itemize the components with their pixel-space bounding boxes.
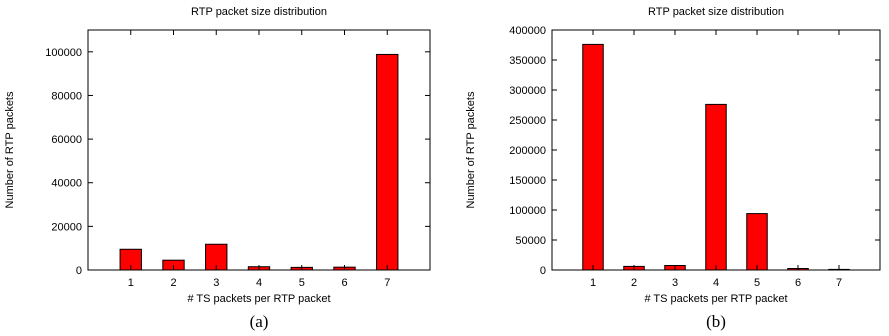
x-tick-label: 4 — [256, 277, 262, 289]
y-tick-label: 300000 — [509, 85, 546, 97]
y-axis-label: Number of RTP packets — [4, 91, 16, 208]
y-tick-label: 20000 — [51, 221, 82, 233]
chart-a: RTP packet size distribution 0 20000 40000 6… — [4, 6, 431, 331]
y-tick-label: 250000 — [509, 115, 546, 127]
y-tick-label: 100000 — [509, 205, 546, 217]
x-axis-label: # TS packets per RTP packet — [644, 293, 787, 305]
y-tick-label: 40000 — [51, 178, 82, 190]
y-tick-label: 350000 — [509, 55, 546, 67]
chart-title: RTP packet size distribution — [191, 6, 327, 18]
x-tick-label: 7 — [836, 277, 842, 289]
x-tick-label: 7 — [384, 277, 390, 289]
bar-4 — [705, 103, 727, 271]
x-tick-label: 1 — [590, 277, 596, 289]
y-tick-label: 400000 — [509, 25, 546, 37]
figure-caption: (b) — [706, 312, 726, 331]
x-tick-label: 2 — [170, 277, 176, 289]
x-tick-label: 5 — [754, 277, 760, 289]
x-tick-label: 2 — [631, 277, 637, 289]
chart-title: RTP packet size distribution — [648, 6, 784, 18]
x-tick-label: 6 — [795, 277, 801, 289]
y-tick-label: 0 — [76, 265, 82, 277]
x-tick-label: 1 — [128, 277, 134, 289]
x-tick-label: 6 — [341, 277, 347, 289]
y-tick-label: 0 — [540, 265, 546, 277]
chart-b: RTP packet size distribution 0 50000 100000… — [465, 6, 881, 331]
bar-7 — [376, 53, 399, 271]
x-axis-label: # TS packets per RTP packet — [187, 293, 330, 305]
y-axis-label: Number of RTP packets — [465, 91, 477, 208]
x-tick-label: 5 — [299, 277, 305, 289]
figure-caption: (a) — [250, 312, 269, 331]
x-tick-label: 3 — [213, 277, 219, 289]
bar-5 — [746, 213, 768, 271]
y-tick-label: 150000 — [509, 175, 546, 187]
y-tick-label: 50000 — [515, 235, 546, 247]
y-tick-label: 100000 — [45, 47, 82, 59]
y-tick-label: 200000 — [509, 145, 546, 157]
y-tick-label: 60000 — [51, 134, 82, 146]
y-tick-label: 80000 — [51, 90, 82, 102]
bar-1 — [582, 43, 604, 271]
x-tick-label: 3 — [672, 277, 678, 289]
x-tick-label: 4 — [713, 277, 719, 289]
